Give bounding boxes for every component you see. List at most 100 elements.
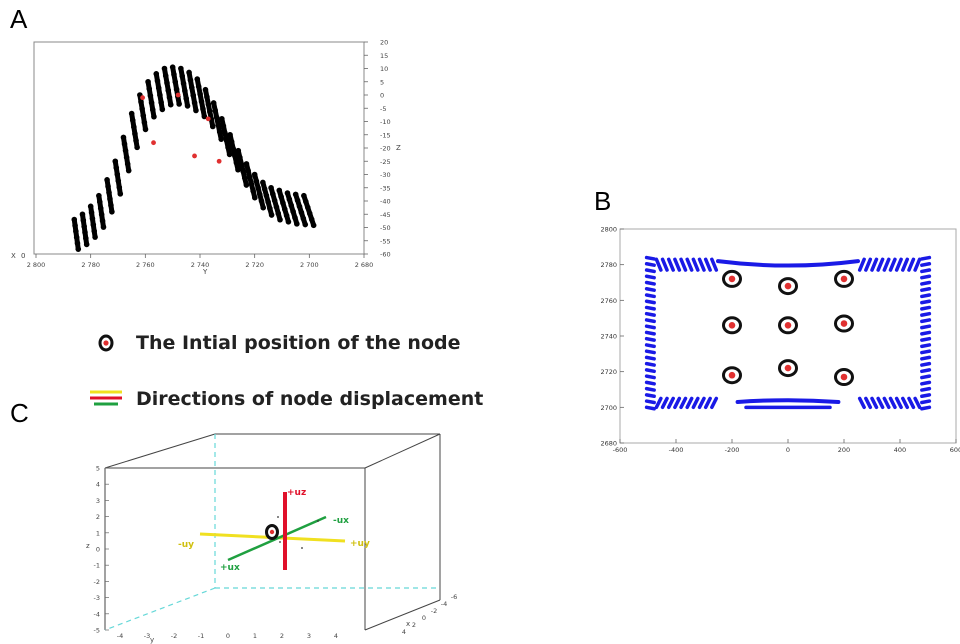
chart-b-boundary-dash <box>870 257 879 272</box>
chart-b-boundary-dash <box>857 396 866 410</box>
chart-b-boundary-dash <box>644 311 656 317</box>
chart-b-x-tick-label: 200 <box>838 446 850 454</box>
chart-b-boundary-dash <box>644 361 656 367</box>
chart-a-point <box>209 123 216 130</box>
chart-b-boundary-dash <box>920 280 932 286</box>
chart-a-point <box>112 158 119 165</box>
chart-a-point <box>162 72 169 79</box>
chart-a-point <box>161 65 168 72</box>
chart-a-point <box>186 69 192 76</box>
chart-b-boundary-dash <box>644 274 656 280</box>
chart-b-boundary-dash <box>679 396 688 410</box>
chart-a-point <box>260 204 267 211</box>
chart-a-point <box>205 101 212 108</box>
chart-a-point <box>222 130 228 136</box>
chart-b-boundary-dash <box>660 396 669 410</box>
chart-a-point <box>98 211 105 218</box>
chart-b-boundary-dash <box>703 257 712 272</box>
chart-a-point <box>304 204 311 211</box>
chart-a-point <box>75 246 82 252</box>
chart-a-point <box>73 228 79 235</box>
chart-a-x-tick-label: 2 680 <box>355 261 374 269</box>
chart-b-boundary-dash <box>644 305 656 311</box>
chart-a-x-tick-label: 2 740 <box>191 261 210 269</box>
chart-b-boundary-dash <box>901 396 910 410</box>
chart-a-point <box>245 167 251 174</box>
chart-a-point <box>202 86 209 93</box>
chart-a-point <box>273 204 280 210</box>
chart-a-point <box>271 197 278 204</box>
chart-b-y-tick-label: 2740 <box>600 333 617 341</box>
chart-b-node-point <box>784 322 792 329</box>
chart-a-point <box>182 88 188 94</box>
chart-b-boundary-dash <box>644 268 656 274</box>
chart-a-point <box>256 191 263 198</box>
chart-c-z-tick-label: 5 <box>96 465 100 473</box>
chart-a-point <box>83 241 90 248</box>
chart-a-y-tick-label: -50 <box>380 224 391 232</box>
chart-b-node <box>778 359 798 378</box>
chart-a-node-point <box>216 158 222 164</box>
chart-a-point <box>104 177 110 183</box>
chart-a-point <box>113 164 120 171</box>
chart-a-y-ticks: 20 15 10 5 0 -5 -10 -15 -20 -25 -30 -35 -40 -45 -50 -55… <box>364 39 391 259</box>
small-dots <box>277 516 319 549</box>
chart-a-point <box>128 110 135 117</box>
chart-c-bottom-axis-label: y <box>150 636 154 644</box>
legend-displacement-label: Directions of node displacement <box>136 388 484 410</box>
chart-a-point <box>227 131 233 138</box>
chart-b-boundary-dash <box>703 396 712 410</box>
chart-b-boundary-dash <box>864 396 873 410</box>
chart-b-boundary-dash <box>644 405 656 411</box>
chart-b-boundary-dash <box>907 257 916 272</box>
chart-a-point <box>140 112 147 119</box>
chart-b-nodes <box>722 269 854 387</box>
panel-label-b: B <box>594 186 612 216</box>
chart-b-boundary-dash <box>679 257 688 272</box>
chart-a-column <box>227 131 241 173</box>
chart-a-ylabel: Z <box>396 144 401 152</box>
chart-b-y-tick-label: 2780 <box>600 261 617 269</box>
chart-a-point <box>215 121 221 128</box>
chart-a-point <box>251 171 258 178</box>
chart-b-boundary-dash <box>920 399 932 405</box>
chart-a-point <box>80 217 87 224</box>
chart-b-x-tick-label: -200 <box>725 446 740 454</box>
chart-b-boundary-dash <box>654 396 663 410</box>
chart-b-boundary-dash <box>920 405 932 411</box>
chart-a-point <box>145 78 151 85</box>
chart-a-x-axis-tag-value: 0 <box>21 252 25 260</box>
chart-a-point <box>81 223 87 230</box>
chart-a-point <box>87 203 94 210</box>
label-pos-uz: +uz <box>287 488 306 498</box>
chart-a-point <box>275 210 282 217</box>
chart-b-boundary-dash <box>644 386 656 392</box>
chart-a-column <box>251 171 267 211</box>
chart-c-z-tick-label: 1 <box>96 529 100 537</box>
chart-b-x-ticks: -600 -400 -200 0 200 400 600 <box>613 439 960 454</box>
chart-a-point <box>139 105 145 112</box>
chart-a-y-tick-label: 0 <box>380 92 384 100</box>
chart-a-point <box>243 182 250 188</box>
chart-a-point <box>149 106 156 113</box>
chart-a-point <box>238 161 245 168</box>
chart-a-column <box>96 192 107 230</box>
chart-b-node <box>722 269 742 288</box>
chart-b-boundary-dash <box>920 393 932 399</box>
chart-a-column <box>194 76 208 120</box>
chart-c-zlabel: z <box>86 542 90 550</box>
chart-b-boundary-dash <box>644 330 656 336</box>
chart-a-column <box>161 65 174 108</box>
chart-a-point <box>187 77 194 83</box>
chart-a-point <box>247 174 253 181</box>
chart-b-boundary-dash <box>888 396 897 410</box>
chart-b-boundary-dash <box>920 255 932 261</box>
chart-b-boundary-dash <box>920 386 932 392</box>
chart-a-point <box>212 107 218 113</box>
chart-a-column <box>210 100 224 142</box>
chart-a-point <box>201 113 208 120</box>
chart-b-boundary-dash <box>644 293 656 299</box>
chart-a-point <box>191 100 198 106</box>
chart-a-point <box>115 178 122 184</box>
chart-b-boundary-dash <box>894 396 903 410</box>
